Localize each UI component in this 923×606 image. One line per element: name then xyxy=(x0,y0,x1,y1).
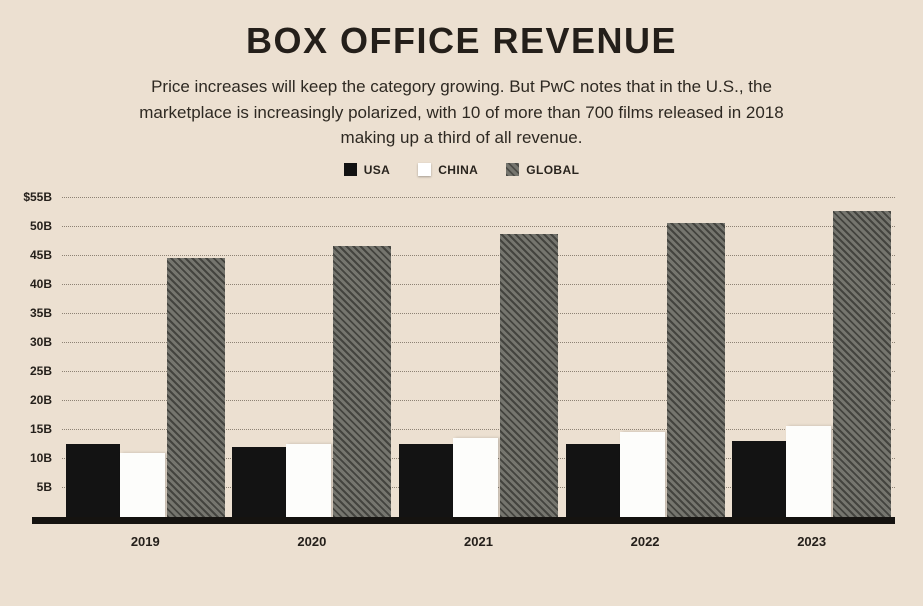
legend-item-usa: USA xyxy=(343,162,391,177)
bar-china-2021 xyxy=(452,437,498,517)
legend-label-china: CHINA xyxy=(438,162,479,177)
gridline-20B xyxy=(62,400,895,402)
x-tick-label-2020: 2020 xyxy=(297,533,327,549)
x-axis-line xyxy=(32,516,895,524)
gridline-30B xyxy=(62,341,895,343)
y-tick-label-5B: 5B xyxy=(36,480,52,495)
y-tick-label-35B: 35B xyxy=(29,305,52,320)
gridline-45B xyxy=(62,254,895,256)
bar-china-2022 xyxy=(619,432,665,517)
y-tick-label-20B: 20B xyxy=(29,393,52,408)
bar-global-2022 xyxy=(666,222,725,517)
y-tick-label-10B: 10B xyxy=(29,451,52,466)
chart-title: BOX OFFICE REVENUE xyxy=(245,20,678,61)
x-tick-label-2021: 2021 xyxy=(464,533,493,549)
bar-usa-2023 xyxy=(732,440,787,517)
bar-china-2020 xyxy=(286,443,332,517)
plot-area: $55B 50B 45B 40B 35B 30B 25B 20B 15B 10B 5B xyxy=(23,190,895,517)
x-tick-label-2022: 2022 xyxy=(630,533,660,549)
bar-group-2023 xyxy=(728,197,895,517)
legend-item-global: GLOBAL xyxy=(506,163,579,177)
gridline-15B xyxy=(62,429,895,431)
bar-groups xyxy=(62,197,895,517)
x-axis-labels: 2019 2020 2021 2022 2023 xyxy=(62,534,895,549)
y-tick-label-15B: 15B xyxy=(29,422,52,437)
x-tick-label-2023: 2023 xyxy=(797,533,827,549)
bar-usa-2021 xyxy=(398,443,453,517)
bar-global-2021 xyxy=(499,234,558,517)
y-tick-label-50B: 50B xyxy=(29,218,52,233)
bar-group-2019 xyxy=(62,197,229,517)
bar-chart: $55B 50B 45B 40B 35B 30B 25B 20B 15B 10B 5B 2019 20… xyxy=(10,190,895,549)
x-tick-label-2019: 2019 xyxy=(130,533,160,549)
legend-label-global: GLOBAL xyxy=(526,162,580,177)
bar-usa-2020 xyxy=(232,446,287,517)
y-tick-label-30B: 30B xyxy=(29,334,52,349)
bar-group-2020 xyxy=(229,197,396,517)
chart-subtitle: Price increases will keep the category g… xyxy=(139,77,784,147)
bar-china-2023 xyxy=(786,426,832,517)
y-tick-label-25B: 25B xyxy=(29,364,52,379)
legend-label-usa: USA xyxy=(363,162,391,177)
y-tick-label-45B: 45B xyxy=(29,247,52,262)
bar-global-2020 xyxy=(333,245,392,517)
bar-china-2019 xyxy=(119,452,165,517)
bar-global-2023 xyxy=(833,211,892,517)
bar-global-2019 xyxy=(166,257,225,517)
bar-usa-2022 xyxy=(565,443,620,517)
global-swatch-icon xyxy=(506,163,520,176)
y-tick-label-55B: $55B xyxy=(23,189,52,204)
bar-usa-2019 xyxy=(65,443,120,517)
gridline-35B xyxy=(62,312,895,314)
bar-group-2022 xyxy=(562,197,729,517)
gridline-40B xyxy=(62,283,895,285)
bar-group-2021 xyxy=(395,197,562,517)
gridline-55B xyxy=(62,196,895,198)
gridline-25B xyxy=(62,371,895,373)
usa-swatch-icon xyxy=(343,163,357,176)
y-tick-label-40B: 40B xyxy=(29,276,52,291)
infographic: BOX OFFICE REVENUE Price increases will … xyxy=(0,20,923,549)
legend-item-china: CHINA xyxy=(418,163,478,177)
legend: USA CHINA GLOBAL xyxy=(0,163,923,177)
china-swatch-icon xyxy=(418,163,432,176)
gridline-50B xyxy=(62,225,895,227)
